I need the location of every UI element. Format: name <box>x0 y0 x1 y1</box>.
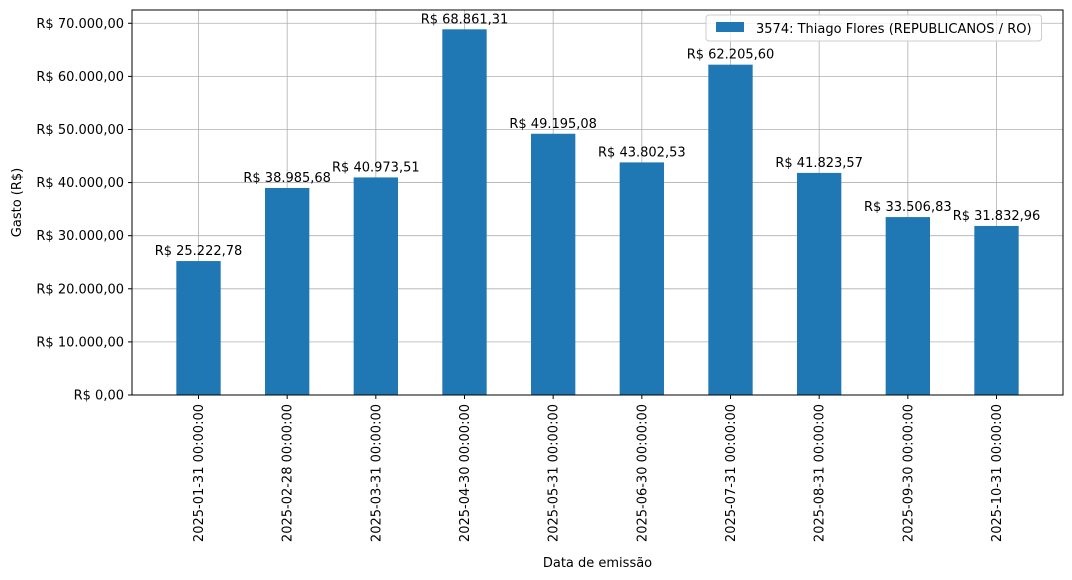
y-tick-label: R$ 20.000,00 <box>36 282 124 297</box>
y-axis-ticks: R$ 0,00 R$ 10.000,00 R$ 20.000,00 R$ 30.000… <box>36 17 132 404</box>
x-tick-label: 2025-07-31 00:00:00 <box>724 404 739 542</box>
bar-value-label: R$ 38.985,68 <box>243 171 331 186</box>
legend-entry: 3574: Thiago Flores (REPUBLICANOS / RO) <box>756 22 1032 37</box>
bar <box>442 29 487 396</box>
y-tick-label: R$ 40.000,00 <box>36 176 124 191</box>
x-axis-ticks: 2025-01-31 00:00:00 2025-02-28 00:00:00 20… <box>192 395 1005 542</box>
bar <box>531 133 576 396</box>
x-tick-label: 2025-10-31 00:00:00 <box>990 404 1005 542</box>
bar <box>265 187 310 395</box>
x-tick-label: 2025-05-31 00:00:00 <box>547 404 562 542</box>
y-tick-label: R$ 30.000,00 <box>36 229 124 244</box>
bar-value-label: R$ 49.195,08 <box>509 117 597 132</box>
plot-frame <box>131 9 1064 396</box>
y-tick-label: R$ 0,00 <box>74 389 124 404</box>
legend-box <box>705 14 1043 42</box>
x-tick-label: 2025-04-30 00:00:00 <box>458 404 473 542</box>
y-tick-label: R$ 70.000,00 <box>36 17 124 32</box>
bar-value-label: R$ 31.832,96 <box>953 209 1041 224</box>
x-tick-label: 2025-06-30 00:00:00 <box>635 404 650 542</box>
bars <box>176 29 1019 396</box>
bar-value-label: R$ 25.222,78 <box>155 244 243 259</box>
bar-value-label: R$ 68.861,31 <box>421 12 509 27</box>
y-tick-label: R$ 50.000,00 <box>36 123 124 138</box>
x-tick-label: 2025-03-31 00:00:00 <box>369 404 384 542</box>
bar <box>176 261 221 395</box>
bar <box>353 177 398 395</box>
x-axis-label: Data de emissão <box>543 556 652 571</box>
bar <box>708 64 753 396</box>
bar <box>974 225 1019 395</box>
legend-swatch <box>716 22 744 32</box>
bar-value-label: R$ 41.823,57 <box>775 156 863 171</box>
x-tick-label: 2025-08-31 00:00:00 <box>813 404 828 542</box>
y-tick-label: R$ 60.000,00 <box>36 70 124 85</box>
bar <box>885 217 930 395</box>
legend: 3574: Thiago Flores (REPUBLICANOS / RO) <box>705 14 1043 42</box>
x-tick-label: 2025-01-31 00:00:00 <box>192 404 207 542</box>
y-axis-label: Gasto (R$) <box>10 168 25 237</box>
bar-labels: R$ 25.222,78 R$ 38.985,68R$ 40.973,51 R$ 6… <box>155 12 1041 259</box>
bar-value-label: R$ 33.506,83 <box>864 200 952 215</box>
x-tick-label: 2025-02-28 00:00:00 <box>281 404 296 542</box>
bar-value-label: R$ 40.973,51 <box>332 160 420 175</box>
x-tick-label: 2025-09-30 00:00:00 <box>901 404 916 542</box>
bar <box>797 172 842 395</box>
bar-value-label: R$ 43.802,53 <box>598 145 686 160</box>
bar-value-label: R$ 62.205,60 <box>687 48 775 63</box>
bar <box>619 162 664 395</box>
y-tick-label: R$ 10.000,00 <box>36 335 124 350</box>
